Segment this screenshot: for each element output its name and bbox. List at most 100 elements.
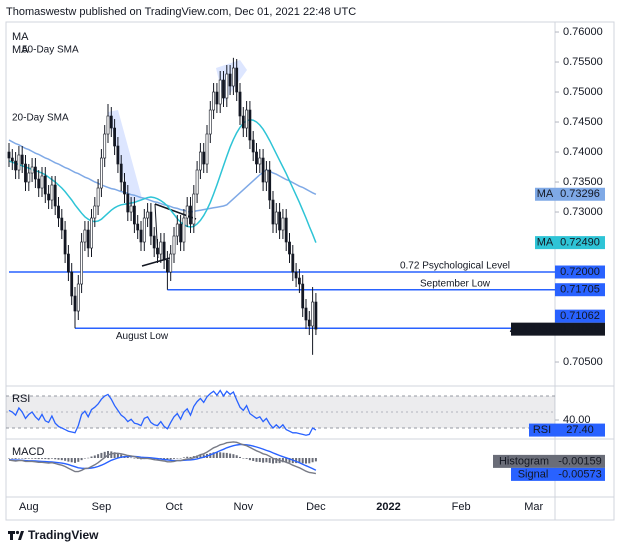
histogram-bar: [179, 458, 182, 459]
chart-frame: [5, 21, 615, 521]
x-tick-label: Sep: [92, 501, 112, 513]
candle-body: [182, 217, 186, 243]
candle-body: [133, 205, 136, 225]
candle-body: [70, 271, 74, 297]
candle-body: [222, 79, 225, 99]
histogram-bar: [173, 458, 175, 459]
footer-brand: TradingView: [28, 528, 99, 542]
axis-value: -0.00573: [558, 468, 601, 480]
candle-body: [10, 157, 14, 162]
histogram-bar: [27, 458, 30, 459]
axis-value-box: [555, 236, 605, 250]
histogram-bar: [242, 458, 245, 459]
candle-body: [139, 229, 143, 243]
axis-value-box: [555, 265, 605, 279]
histogram-bar: [8, 458, 10, 459]
histogram-bar: [209, 453, 212, 459]
axis-value-box: [555, 187, 605, 201]
histogram-bar: [285, 458, 288, 463]
candle-body: [37, 178, 41, 189]
histogram-bar: [169, 458, 172, 460]
axis-value-box: [555, 423, 605, 437]
candle-body: [83, 229, 87, 243]
histogram-bar: [130, 457, 133, 459]
candle-body: [27, 172, 31, 183]
histogram-bar: [182, 457, 185, 459]
publish-header: Thomaswestw published on TradingView.com…: [6, 6, 356, 18]
histogram-bar: [110, 451, 113, 459]
candle-body: [67, 253, 70, 273]
y-tick-label: 0.76000: [563, 26, 603, 38]
histogram-bar: [70, 458, 73, 463]
axis-value-box: [555, 309, 605, 323]
candle-body: [192, 193, 196, 225]
x-tick-label: Mar: [524, 501, 543, 513]
candle-body: [264, 169, 268, 183]
candle-body: [20, 154, 24, 165]
candle-body: [212, 91, 216, 111]
level-annotation: August Low: [116, 331, 169, 342]
histogram-bar: [308, 458, 311, 464]
candle-body: [248, 109, 252, 141]
candle-body: [119, 163, 123, 183]
candle-body: [199, 151, 202, 171]
y-tick-label: 0.73500: [563, 176, 603, 188]
candle-body: [57, 205, 60, 219]
histogram-bar: [136, 458, 139, 459]
candle-body: [103, 133, 107, 159]
histogram-bar: [305, 458, 307, 464]
sma-line: [8, 118, 317, 243]
histogram-bar: [311, 458, 314, 463]
histogram-bar: [275, 458, 278, 464]
histogram-bar: [11, 458, 14, 459]
candle-body: [314, 301, 318, 330]
histogram-bar: [100, 452, 103, 459]
histogram-bar: [93, 455, 96, 459]
histogram-bar: [41, 458, 43, 459]
candle-body: [189, 205, 192, 225]
candle-body: [195, 169, 199, 195]
candle-body: [113, 127, 117, 147]
candle-body: [166, 259, 169, 273]
candle-body: [73, 295, 77, 312]
histogram-bar: [74, 458, 76, 463]
histogram-bar: [24, 458, 27, 459]
candle-body: [261, 157, 265, 183]
histogram-bar: [232, 454, 235, 459]
histogram-bar: [113, 452, 116, 459]
axis-value: -0.00159: [558, 455, 601, 467]
axis-tag-box: [493, 454, 555, 468]
candle-body: [251, 139, 255, 153]
histogram-bar: [64, 458, 67, 461]
candle-body: [208, 109, 212, 135]
candle-body: [169, 253, 173, 273]
candle-body: [258, 157, 262, 165]
candle-body: [202, 151, 206, 165]
candle-body: [185, 205, 189, 219]
axis-value-box: [555, 283, 605, 297]
candle-body: [274, 211, 278, 225]
candle-body: [238, 91, 242, 117]
histogram-bar: [34, 458, 37, 459]
histogram-bar: [21, 458, 24, 459]
histogram-bar: [90, 456, 93, 459]
pane-title: RSI: [12, 393, 30, 405]
legend-tag: MA: [12, 31, 29, 43]
candle-body: [109, 115, 113, 129]
histogram-bar: [298, 458, 301, 464]
candle-body: [278, 211, 282, 231]
candle-body: [17, 154, 21, 171]
candle-body: [30, 166, 34, 174]
histogram-bar: [252, 458, 255, 461]
candle-body: [162, 241, 166, 261]
histogram-bar: [219, 452, 222, 459]
candle-body: [33, 166, 37, 180]
histogram-bar: [239, 456, 241, 459]
candle-body: [116, 145, 120, 165]
macd-line: [8, 443, 317, 471]
histogram-bar: [186, 456, 189, 459]
histogram-bar: [268, 458, 271, 463]
y-tick-label: 0.73000: [563, 206, 603, 218]
candle-body: [218, 79, 222, 105]
